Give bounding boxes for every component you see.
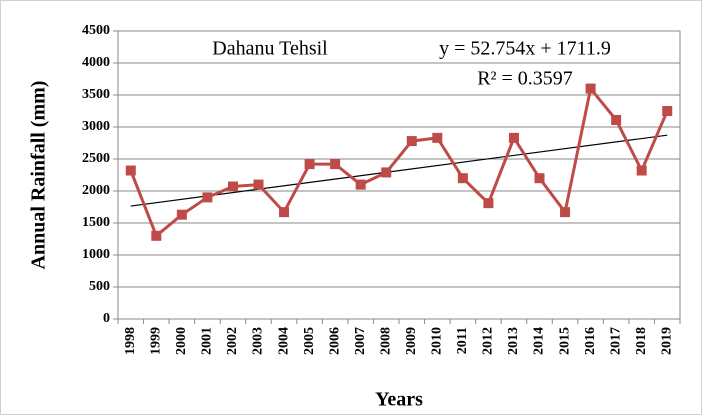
x-tick-label: 2005 — [302, 327, 317, 355]
marker — [176, 209, 187, 220]
marker — [279, 207, 290, 218]
annotation: Dahanu Tehsil — [212, 38, 328, 60]
x-tick-label: 2013 — [506, 327, 521, 355]
marker — [125, 165, 136, 176]
trend-r2: R² = 0.3597 — [477, 68, 573, 90]
y-tick-label: 4000 — [82, 55, 110, 70]
y-tick-label: 2500 — [82, 151, 110, 166]
data-line — [129, 85, 669, 239]
marker — [304, 159, 315, 170]
y-tick-label: 1000 — [82, 247, 110, 262]
x-tick-label: 2011 — [455, 327, 470, 354]
marker — [330, 159, 341, 170]
marker — [611, 114, 622, 125]
marker — [202, 192, 213, 203]
x-tick-label: 2018 — [634, 327, 649, 355]
trend-equation: y = 52.754x + 1711.9 — [439, 38, 611, 60]
marker — [151, 230, 162, 241]
x-tick-label: 2006 — [327, 327, 342, 355]
marker — [508, 132, 519, 143]
x-tick-label: 2017 — [608, 327, 623, 355]
marker — [457, 173, 468, 184]
marker — [534, 173, 545, 184]
x-tick-label: 2010 — [430, 327, 445, 355]
marker — [662, 106, 673, 116]
x-tick-label: 1998 — [123, 327, 138, 355]
marker — [432, 132, 443, 143]
x-tick-label: 1999 — [149, 327, 164, 355]
marker — [406, 136, 417, 147]
marker — [253, 179, 264, 190]
marker — [227, 181, 238, 192]
y-tick-label: 4500 — [82, 23, 110, 38]
x-tick-label: 2001 — [200, 327, 215, 355]
marker — [483, 198, 494, 209]
x-tick-label: 2004 — [276, 327, 291, 355]
x-tick-label: 2000 — [174, 327, 189, 355]
x-tick-label: 2019 — [659, 327, 674, 355]
x-tick-label: 2016 — [583, 327, 598, 355]
y-tick-label: 3000 — [82, 119, 110, 134]
marker — [381, 167, 392, 178]
x-tick-label: 2007 — [353, 327, 368, 355]
y-tick-label: 0 — [103, 311, 110, 326]
x-tick-label: 2008 — [378, 327, 393, 355]
x-axis-label: Years — [375, 389, 423, 411]
x-tick-label: 2009 — [404, 327, 419, 355]
x-tick-label: 2003 — [251, 327, 266, 355]
marker — [355, 179, 366, 190]
marker — [585, 83, 596, 94]
y-tick-label: 500 — [89, 279, 110, 294]
marker — [636, 165, 647, 176]
y-tick-label: 2000 — [82, 183, 110, 198]
y-tick-label: 1500 — [82, 215, 110, 230]
marker — [560, 207, 571, 218]
x-tick-label: 2012 — [481, 327, 496, 355]
x-tick-label: 2014 — [532, 327, 547, 355]
y-axis-label: Annual Rainfall (mm) — [28, 81, 50, 270]
y-tick-label: 3500 — [82, 87, 110, 102]
x-tick-label: 2015 — [557, 327, 572, 355]
x-tick-label: 2002 — [225, 327, 240, 355]
